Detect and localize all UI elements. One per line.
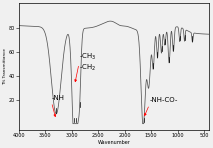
- Text: -CH$_3$: -CH$_3$: [79, 52, 96, 62]
- X-axis label: Wavenumber: Wavenumber: [98, 140, 130, 145]
- Text: -NH: -NH: [52, 95, 65, 101]
- Y-axis label: T% Transmittance: T% Transmittance: [3, 48, 7, 85]
- Text: -NH-CO-: -NH-CO-: [150, 97, 178, 103]
- Text: -CH$_2$: -CH$_2$: [79, 63, 97, 73]
